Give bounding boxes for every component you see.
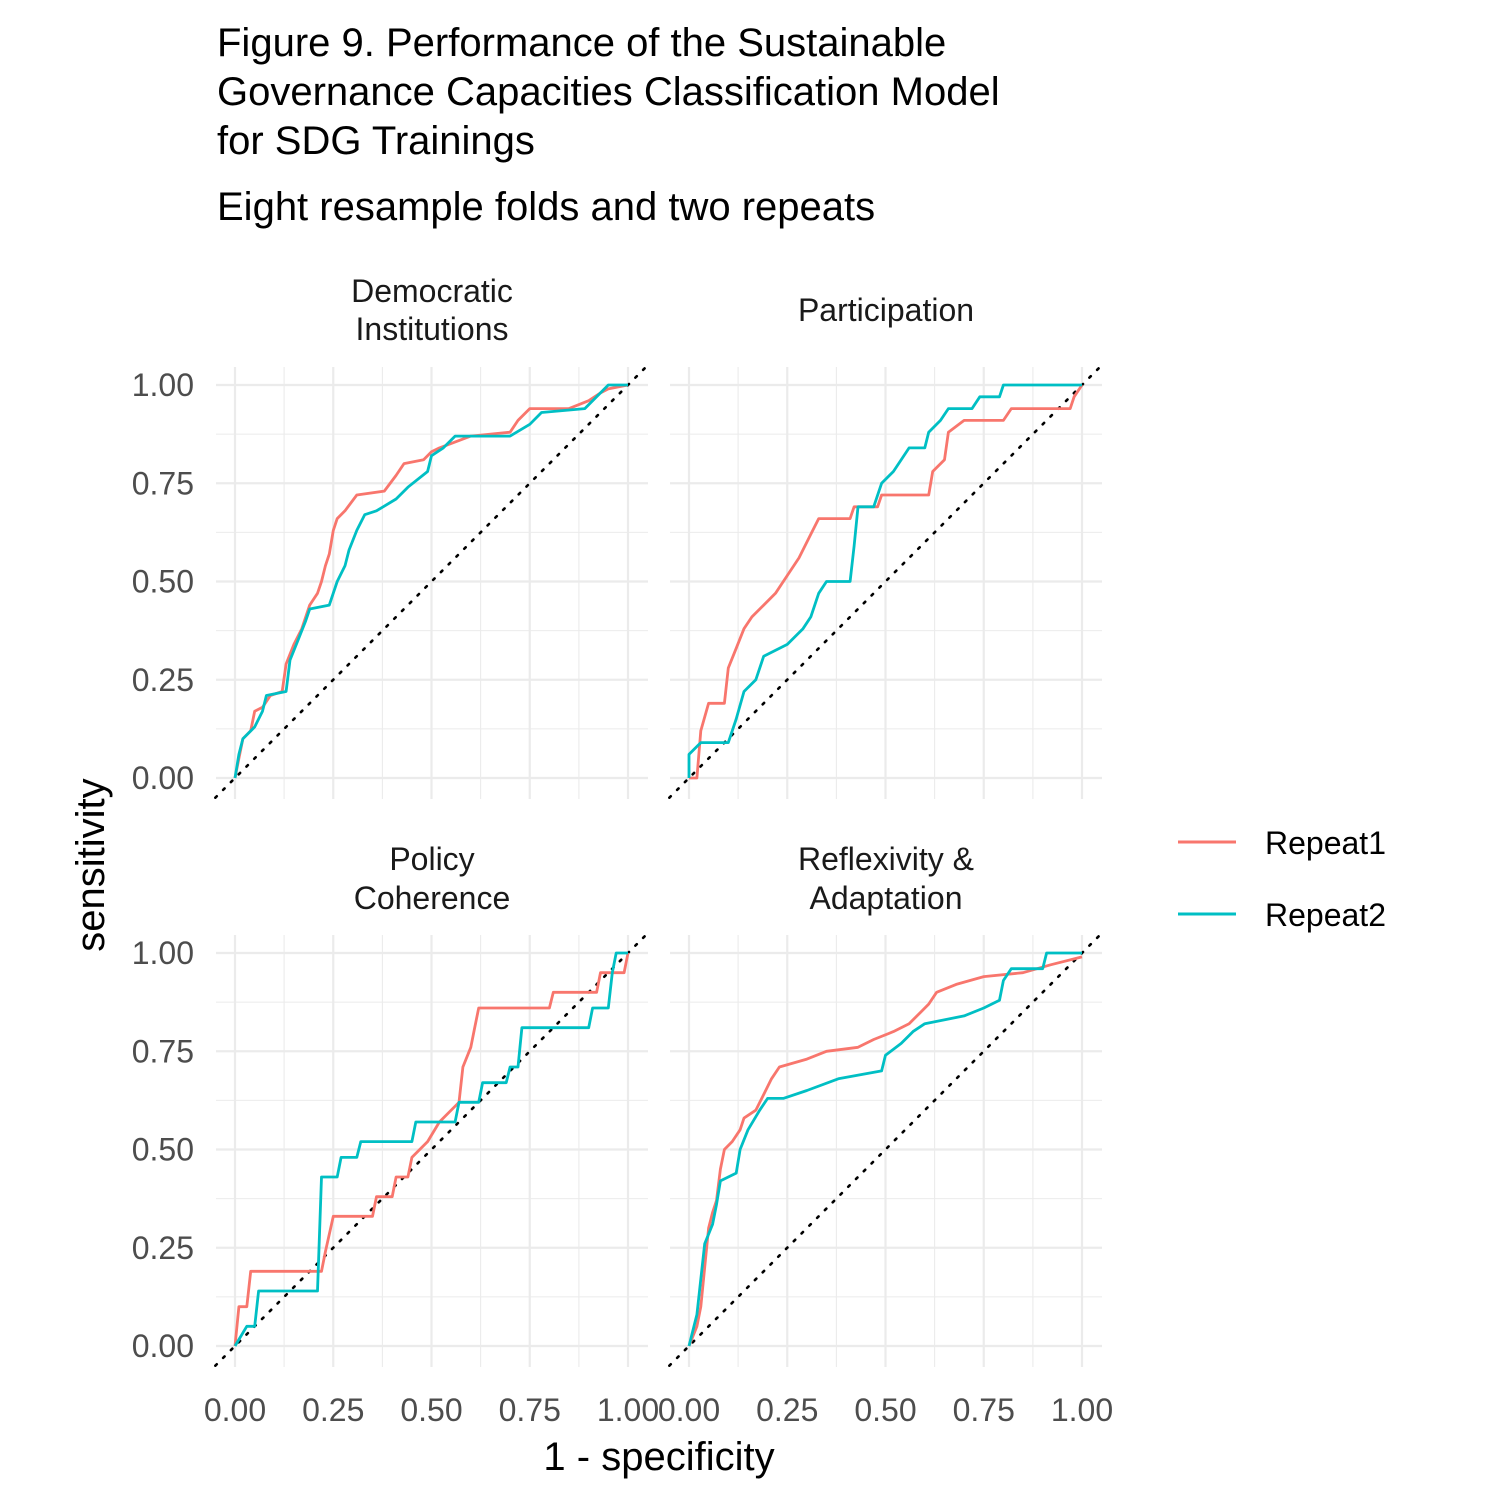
x-tick-label: 0.25 (756, 1392, 818, 1428)
chart-title-line-1: Figure 9. Performance of the Sustainable (217, 21, 946, 65)
legend-label-repeat1: Repeat1 (1265, 825, 1386, 861)
legend: Repeat1 Repeat2 (1178, 825, 1386, 933)
chart-title-line-2: Governance Capacities Classification Mod… (217, 70, 1000, 114)
chart-subtitle: Eight resample folds and two repeats (217, 185, 875, 229)
y-tick-label: 0.25 (132, 1230, 194, 1266)
roc-line-repeat2 (687, 951, 1082, 1347)
roc-line-repeat2 (687, 383, 1082, 778)
panel-reflexivity-adaptation: Reflexivity &Adaptation 0.00 0.25 0.50 0.75 1… (658, 841, 1113, 1428)
x-tick-label: 0.50 (400, 1392, 462, 1428)
y-tick-label: 0.25 (132, 662, 194, 698)
reference-diagonal (214, 932, 649, 1367)
x-tick-label: 1.00 (1051, 1392, 1113, 1428)
reference-diagonal (668, 364, 1103, 799)
panel-strip-label: Democratic (351, 273, 513, 309)
x-tick-label: 0.50 (854, 1392, 916, 1428)
roc-line-repeat1 (687, 955, 1083, 1347)
reference-diagonal (668, 932, 1103, 1367)
panel-strip-label: Policy (389, 841, 474, 877)
panel-participation: Participation (668, 292, 1103, 799)
roc-line-repeat1 (233, 383, 629, 779)
legend-label-repeat2: Repeat2 (1265, 897, 1386, 933)
reference-diagonal (214, 364, 649, 799)
x-tick-label: 0.75 (499, 1392, 561, 1428)
y-axis-title: sensitivity (69, 778, 113, 951)
y-tick-label: 1.00 (132, 935, 194, 971)
x-tick-label: 1.00 (597, 1392, 659, 1428)
y-tick-label: 1.00 (132, 367, 194, 403)
x-tick-label: 0.00 (204, 1392, 266, 1428)
panel-strip-label: Institutions (356, 311, 509, 347)
panel-strip-label: Adaptation (809, 880, 962, 916)
chart-title-line-3: for SDG Trainings (217, 119, 535, 163)
panel-strip-label: Coherence (354, 880, 511, 916)
panel-strip-label: Participation (798, 292, 974, 328)
x-tick-label: 0.25 (302, 1392, 364, 1428)
x-tick-label: 0.75 (953, 1392, 1015, 1428)
y-tick-label: 0.00 (132, 1328, 194, 1364)
y-tick-label: 0.50 (132, 1132, 194, 1168)
panel-strip-label: Reflexivity & (798, 841, 974, 877)
x-axis-title: 1 - specificity (543, 1435, 774, 1479)
roc-line-repeat2 (233, 383, 628, 779)
roc-line-repeat1 (233, 952, 630, 1347)
y-tick-label: 0.75 (132, 465, 194, 501)
y-tick-label: 0.50 (132, 564, 194, 600)
roc-line-repeat1 (689, 384, 1084, 780)
roc-line-repeat2 (233, 951, 628, 1347)
x-tick-label: 0.00 (658, 1392, 720, 1428)
y-tick-label: 0.75 (132, 1033, 194, 1069)
y-tick-label: 0.00 (132, 760, 194, 796)
